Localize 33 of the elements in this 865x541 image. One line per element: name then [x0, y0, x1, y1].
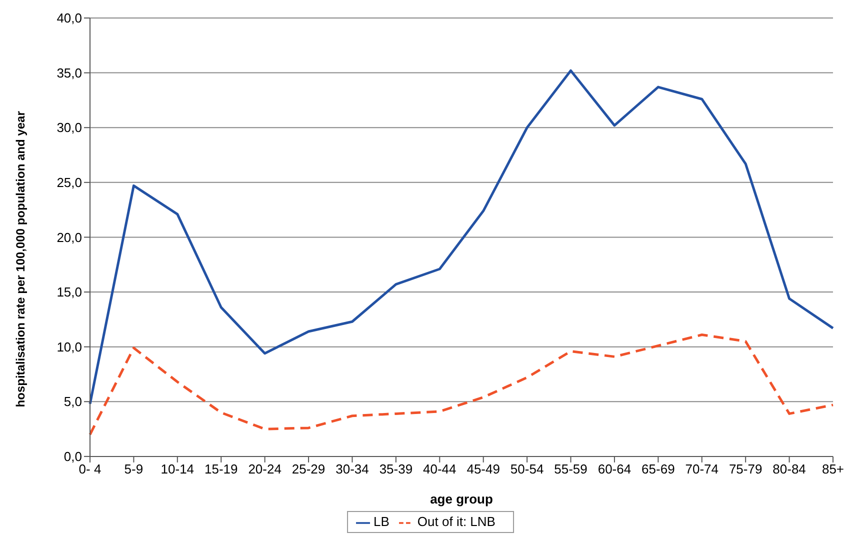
x-tick-label: 15-19 — [204, 462, 238, 477]
line-series — [88, 69, 834, 406]
y-tick-label: 40,0 — [56, 10, 82, 26]
x-tick-label: 25-29 — [292, 462, 326, 477]
x-tick-label: 20-24 — [248, 462, 282, 477]
legend-label: LB — [374, 514, 390, 530]
y-tick-label: 30,0 — [56, 120, 82, 136]
x-tick-label: 5-9 — [124, 462, 144, 477]
y-axis-title: hospitalisation rate per 100,000 population and year — [13, 110, 28, 408]
line-series — [88, 334, 834, 436]
y-tick-label: 0,0 — [64, 449, 82, 464]
y-tick-label: 35,0 — [56, 65, 82, 80]
y-tick-label: 15,0 — [56, 284, 82, 300]
x-tick-label: 40-44 — [423, 462, 456, 477]
x-tick-label: 75-79 — [728, 462, 762, 477]
legend-label: Out of it: LNB — [417, 514, 496, 530]
y-tick-label: 5,0 — [64, 394, 82, 410]
x-tick-label: 35-39 — [379, 462, 413, 477]
y-tick-label: 10,0 — [56, 339, 82, 354]
x-tick-label: 55-59 — [554, 462, 588, 477]
y-tick-label: 20,0 — [56, 230, 82, 245]
x-tick-label: 85+ — [822, 462, 844, 477]
x-tick-label: 60-64 — [598, 462, 632, 477]
x-axis-title: age group — [430, 491, 493, 506]
x-tick-label: 10-14 — [160, 462, 194, 477]
x-tick-label: 0- 4 — [78, 462, 102, 477]
x-tick-label: 70-74 — [685, 462, 719, 477]
x-tick-label: 30-34 — [336, 462, 369, 477]
x-tick-label: 50-54 — [510, 462, 544, 477]
x-tick-label: 65-69 — [642, 462, 675, 477]
x-tick-label: 80-84 — [772, 462, 806, 477]
y-tick-label: 25,0 — [56, 175, 82, 190]
x-tick-label: 45-49 — [466, 462, 500, 477]
